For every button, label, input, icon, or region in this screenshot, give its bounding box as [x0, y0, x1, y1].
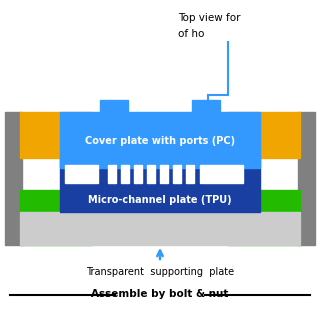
Bar — [5, 112, 22, 245]
Bar — [60, 158, 260, 212]
Bar — [100, 100, 128, 114]
Bar — [65, 165, 98, 183]
Bar — [20, 112, 92, 158]
Bar — [192, 100, 220, 114]
Bar — [200, 165, 243, 183]
Bar — [134, 165, 142, 183]
Bar — [20, 190, 92, 245]
Bar — [20, 212, 300, 245]
Text: Transparent  supporting  plate: Transparent supporting plate — [86, 267, 234, 277]
Bar — [60, 112, 260, 168]
Bar — [228, 112, 300, 158]
Bar — [298, 112, 315, 245]
Text: Top view for: Top view for — [178, 13, 241, 23]
Bar — [121, 165, 129, 183]
Bar — [173, 165, 181, 183]
Bar — [228, 190, 300, 245]
Bar — [186, 165, 194, 183]
Bar — [160, 165, 168, 183]
Text: Micro-channel plate (TPU): Micro-channel plate (TPU) — [88, 195, 232, 205]
Text: Assemble by bolt & nut: Assemble by bolt & nut — [91, 289, 229, 299]
Text: Cover plate with ports (PC): Cover plate with ports (PC) — [85, 136, 235, 146]
Bar — [147, 165, 155, 183]
Text: of ho: of ho — [178, 29, 204, 39]
Bar — [108, 165, 116, 183]
